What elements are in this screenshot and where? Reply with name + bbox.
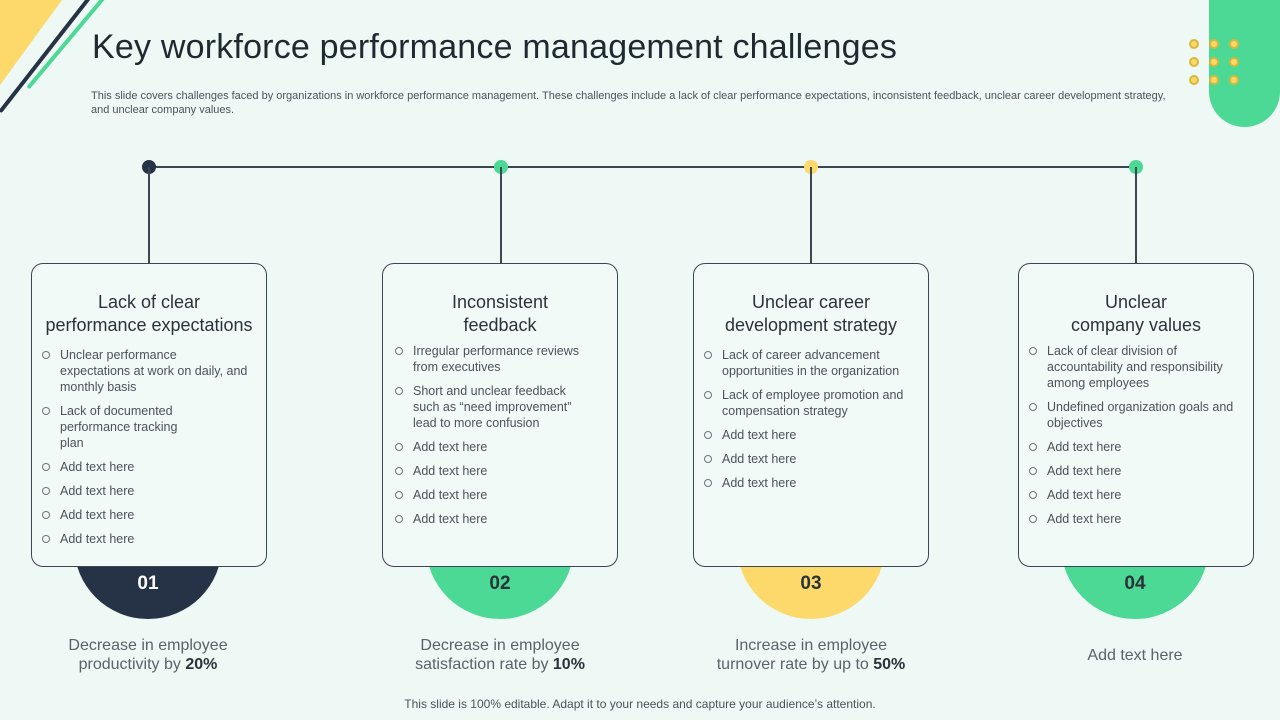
timeline-stem-3 <box>810 167 812 264</box>
card-bullets-2: Irregular performance reviews from execu… <box>383 343 617 527</box>
list-item: Add text here <box>395 511 617 527</box>
challenge-card-1: Lack of clear performance expectations U… <box>31 263 267 567</box>
card-heading-2: Inconsistent feedback <box>451 292 549 335</box>
list-item: Add text here <box>42 459 266 475</box>
number-label-2: 02 <box>489 573 511 594</box>
list-item: Lack of documented performance tracking … <box>42 403 210 451</box>
list-item: Add text here <box>395 487 617 503</box>
list-item: Add text here <box>1029 439 1253 455</box>
timeline-line <box>149 166 1136 168</box>
timeline-stem-2 <box>500 167 502 264</box>
timeline-stem-4 <box>1135 167 1137 264</box>
challenge-card-3: Unclear career development strategy Lack… <box>693 263 929 567</box>
list-item: Add text here <box>1029 463 1253 479</box>
caption-2: Decrease in employee satisfaction rate b… <box>415 637 585 673</box>
list-item: Add text here <box>1029 511 1253 527</box>
card-heading-1: Lack of clear performance expectations <box>45 292 253 335</box>
caption-3: Increase in employee turnover rate by up… <box>716 637 906 673</box>
page-title: Key workforce performance management cha… <box>92 28 898 66</box>
number-label-1: 01 <box>137 573 159 594</box>
list-item: Lack of career advancement opportunities… <box>704 347 922 379</box>
list-item: Undefined organization goals and objecti… <box>1029 399 1247 431</box>
list-item: Irregular performance reviews from execu… <box>395 343 618 375</box>
challenge-card-4: Unclear company values Lack of clear div… <box>1018 263 1254 567</box>
footer-note: This slide is 100% editable. Adapt it to… <box>404 697 876 711</box>
list-item: Short and unclear feedback such as “need… <box>395 383 593 431</box>
card-bullets-1: Unclear performance expectations at work… <box>32 347 266 547</box>
number-label-4: 04 <box>1124 573 1146 594</box>
list-item: Add text here <box>704 427 928 443</box>
list-item: Add text here <box>42 531 266 547</box>
card-bullets-4: Lack of clear division of accountability… <box>1019 343 1253 527</box>
caption-4: Add text here <box>1087 647 1183 664</box>
list-item: Add text here <box>42 483 266 499</box>
list-item: Lack of clear division of accountability… <box>1029 343 1253 391</box>
caption-1: Decrease in employee productivity by 20% <box>68 637 228 673</box>
list-item: Add text here <box>395 463 617 479</box>
list-item: Add text here <box>42 507 266 523</box>
list-item: Add text here <box>704 451 928 467</box>
card-heading-3: Unclear career development strategy <box>724 292 898 335</box>
corner-green-pill <box>1209 0 1280 127</box>
timeline-stem-1 <box>148 167 150 264</box>
page-subtitle: This slide covers challenges faced by or… <box>91 90 1166 116</box>
list-item: Unclear performance expectations at work… <box>42 347 260 395</box>
list-item: Add text here <box>1029 487 1253 503</box>
card-heading-4: Unclear company values <box>1070 292 1202 335</box>
card-bullets-3: Lack of career advancement opportunities… <box>694 347 928 491</box>
list-item: Lack of employee promotion and compensat… <box>704 387 930 419</box>
list-item: Add text here <box>704 475 928 491</box>
number-label-3: 03 <box>800 573 822 594</box>
dot-grid-decoration <box>1189 39 1241 87</box>
list-item: Add text here <box>395 439 617 455</box>
challenge-card-2: Inconsistent feedback Irregular performa… <box>382 263 618 567</box>
